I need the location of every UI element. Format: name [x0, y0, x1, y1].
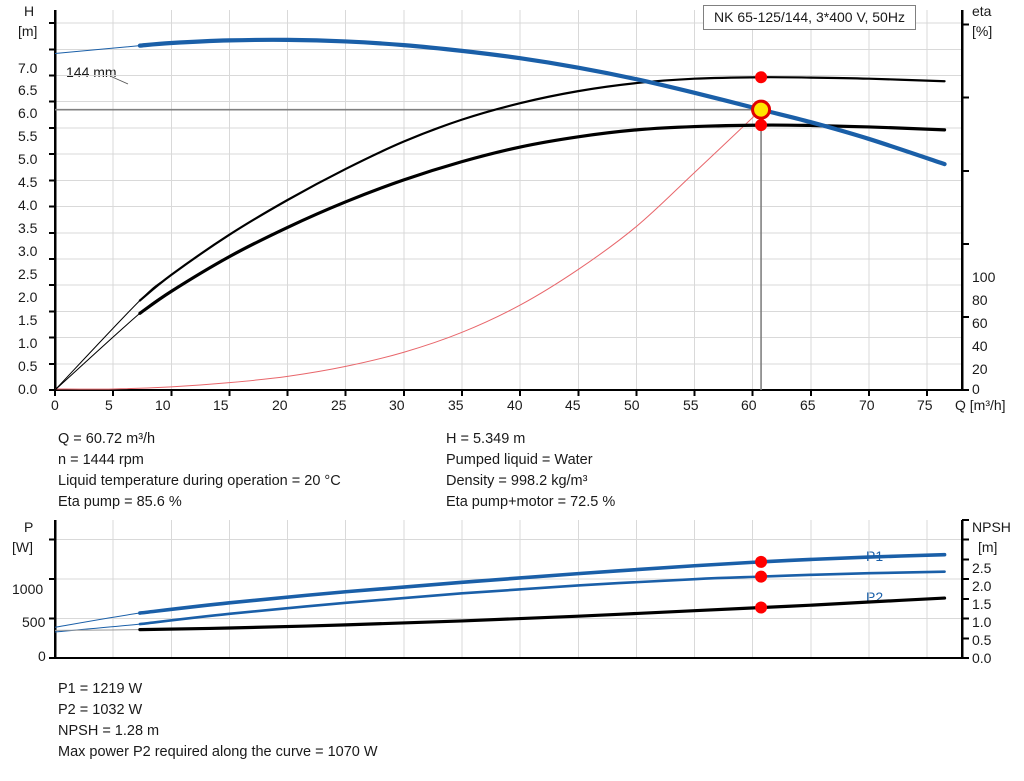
bottom-y2tick-0.5: 0.5: [972, 632, 992, 648]
top-ytick-5.5: 5.5: [18, 128, 38, 144]
info-npsh: NPSH = 1.28 m: [58, 723, 160, 739]
bottom-y2-axis-unit: [m]: [978, 539, 998, 555]
top-y2tick-60: 60: [972, 315, 988, 331]
top-ytick-1.5: 1.5: [18, 312, 38, 328]
top-x-axis-label: Q [m³/h]: [955, 397, 1006, 413]
top-y2tick-20: 20: [972, 361, 988, 377]
top-y2tick-100: 100: [972, 269, 996, 285]
top-ytick-2.0: 2.0: [18, 289, 38, 305]
top-ytick-6.5: 6.5: [18, 82, 38, 98]
top-y2tick-80: 80: [972, 292, 988, 308]
top-y2-axis-name: eta: [972, 3, 992, 19]
top-ytick-0.0: 0.0: [18, 381, 38, 397]
top-ytick-4.0: 4.0: [18, 197, 38, 213]
top-xtick-20: 20: [272, 397, 288, 413]
info-h: H = 5.349 m: [446, 431, 526, 447]
top-ytick-3.5: 3.5: [18, 220, 38, 236]
info-eta-pump-motor: Eta pump+motor = 72.5 %: [446, 494, 616, 510]
top-xtick-45: 45: [565, 397, 581, 413]
top-xtick-0: 0: [51, 397, 59, 413]
top-xtick-60: 60: [741, 397, 757, 413]
top-y-axis-name: H: [24, 3, 35, 19]
top-xtick-65: 65: [800, 397, 816, 413]
top-y2-axis-unit: [%]: [972, 23, 993, 39]
top-ytick-4.5: 4.5: [18, 174, 38, 190]
info-density: Density = 998.2 kg/m³: [446, 473, 588, 489]
bottom-y2tick-1.0: 1.0: [972, 614, 992, 630]
info-n: n = 1444 rpm: [58, 452, 144, 468]
top-xtick-55: 55: [683, 397, 699, 413]
top-ytick-0.5: 0.5: [18, 358, 38, 374]
top-xtick-40: 40: [507, 397, 523, 413]
bottom-y2-axis-name: NPSH: [972, 519, 1011, 535]
bottom-y-axis-unit: [W]: [12, 539, 33, 555]
bottom-y2tick-2.0: 2.0: [972, 578, 992, 594]
bottom-chart-plot: [49, 519, 969, 659]
info-eta-pump: Eta pump = 85.6 %: [58, 494, 182, 510]
top-xtick-75: 75: [917, 397, 933, 413]
top-chart-plot: [49, 10, 969, 396]
top-xtick-70: 70: [859, 397, 875, 413]
bottom-y2tick-0.0: 0.0: [972, 650, 992, 666]
bottom-y2tick-2.5: 2.5: [972, 560, 992, 576]
info-q: Q = 60.72 m³/h: [58, 431, 156, 447]
info-p2: P2 = 1032 W: [58, 702, 143, 718]
top-xtick-30: 30: [389, 397, 405, 413]
info-max-power: Max power P2 required along the curve = …: [58, 744, 378, 760]
top-ytick-7.0: 7.0: [18, 60, 38, 76]
top-ytick-2.5: 2.5: [18, 266, 38, 282]
top-xtick-15: 15: [213, 397, 229, 413]
top-ytick-6.0: 6.0: [18, 105, 38, 121]
bottom-y-axis-name: P: [24, 519, 34, 535]
bottom-ytick-500: 500: [22, 614, 46, 630]
info-liquid: Pumped liquid = Water: [446, 452, 593, 468]
top-ytick-1.0: 1.0: [18, 335, 38, 351]
top-y-axis-unit: [m]: [18, 23, 38, 39]
top-xtick-25: 25: [331, 397, 347, 413]
top-ytick-5.0: 5.0: [18, 151, 38, 167]
info-p1: P1 = 1219 W: [58, 681, 143, 697]
top-xtick-50: 50: [624, 397, 640, 413]
info-liquid-temp: Liquid temperature during operation = 20…: [58, 473, 341, 489]
top-y2tick-40: 40: [972, 338, 988, 354]
top-ytick-3.0: 3.0: [18, 243, 38, 259]
bottom-ytick-0: 0: [38, 648, 46, 664]
bottom-ytick-1000: 1000: [12, 581, 44, 597]
bottom-y2tick-1.5: 1.5: [972, 596, 992, 612]
pump-title-box: NK 65-125/144, 3*400 V, 50Hz: [703, 5, 916, 30]
top-y2tick-0: 0: [972, 381, 980, 397]
top-xtick-10: 10: [155, 397, 171, 413]
top-xtick-35: 35: [448, 397, 464, 413]
top-xtick-5: 5: [105, 397, 113, 413]
